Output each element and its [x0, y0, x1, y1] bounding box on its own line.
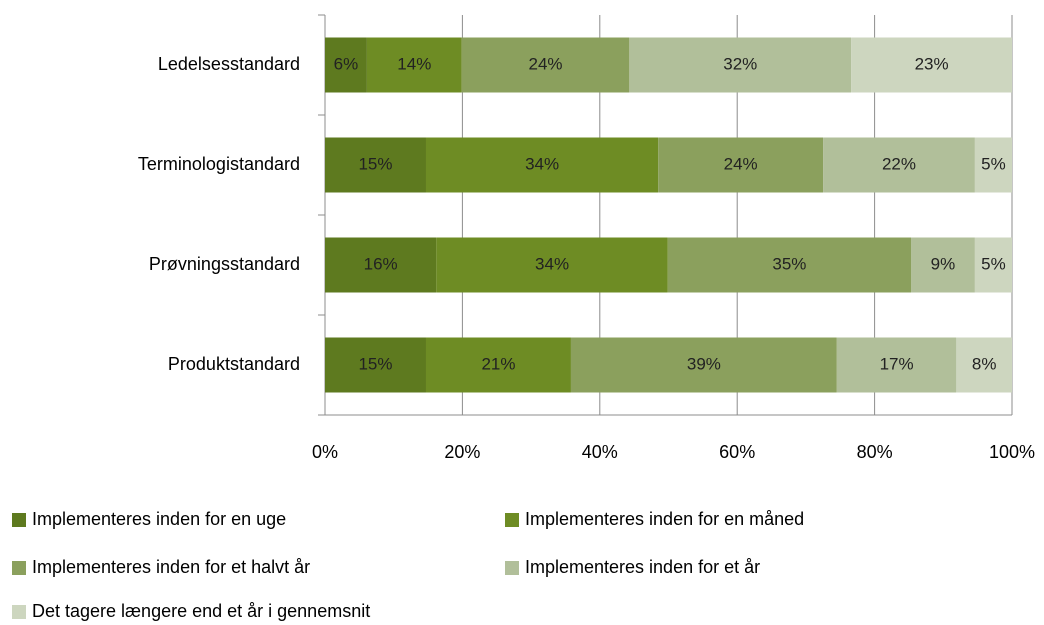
legend-label: Implementeres inden for et halvt år: [32, 557, 310, 577]
bar-segment: [974, 237, 1012, 293]
data-label: 22%: [882, 154, 916, 173]
bar-segment: [851, 37, 1012, 93]
bar-segment: [974, 137, 1012, 193]
bar-segment: [570, 337, 837, 393]
legend-label: Implementeres inden for et år: [525, 557, 760, 577]
bar-segment: [325, 37, 367, 93]
data-label: 24%: [529, 54, 563, 73]
data-label: 39%: [687, 354, 721, 373]
bar-segment: [911, 237, 975, 293]
y-tick-label: Produktstandard: [168, 354, 300, 374]
legend-swatch: [505, 561, 519, 575]
bar-segment: [425, 137, 659, 193]
x-tick-label: 100%: [989, 442, 1035, 462]
legend-swatch: [12, 605, 26, 619]
x-tick-label: 80%: [857, 442, 893, 462]
data-label: 16%: [364, 254, 398, 273]
data-label: 5%: [981, 154, 1006, 173]
bar-segment: [956, 337, 1012, 393]
bar-segment: [658, 137, 824, 193]
bar-segment: [667, 237, 912, 293]
data-label: 5%: [981, 254, 1006, 273]
x-tick-label: 20%: [444, 442, 480, 462]
bar-segment: [366, 37, 462, 93]
data-label: 6%: [334, 54, 359, 73]
data-label: 35%: [772, 254, 806, 273]
bar-segment: [325, 137, 426, 193]
x-tick-label: 0%: [312, 442, 338, 462]
legend-label: Implementeres inden for en måned: [525, 509, 804, 529]
bar-segment: [629, 37, 852, 93]
y-tick-label: Prøvningsstandard: [149, 254, 300, 274]
data-label: 34%: [525, 154, 559, 173]
data-label: 21%: [481, 354, 515, 373]
legend-label: Implementeres inden for en uge: [32, 509, 286, 529]
legend-label: Det tagere længere end et år i gennemsni…: [32, 601, 370, 621]
bar-segment: [425, 337, 571, 393]
bar-segment: [461, 37, 630, 93]
bar-segment: [436, 237, 668, 293]
data-label: 23%: [915, 54, 949, 73]
data-label: 17%: [880, 354, 914, 373]
legend-swatch: [12, 561, 26, 575]
y-tick-label: Terminologistandard: [138, 154, 300, 174]
legend-swatch: [505, 513, 519, 527]
data-label: 9%: [931, 254, 956, 273]
data-label: 15%: [358, 354, 392, 373]
x-tick-label: 60%: [719, 442, 755, 462]
data-label: 24%: [724, 154, 758, 173]
data-label: 14%: [397, 54, 431, 73]
data-label: 15%: [358, 154, 392, 173]
data-label: 32%: [723, 54, 757, 73]
legend-swatch: [12, 513, 26, 527]
bar-segment: [836, 337, 957, 393]
bar-segment: [325, 237, 437, 293]
x-tick-label: 40%: [582, 442, 618, 462]
data-label: 8%: [972, 354, 997, 373]
bar-segment: [823, 137, 975, 193]
y-tick-label: Ledelsesstandard: [158, 54, 300, 74]
data-label: 34%: [535, 254, 569, 273]
bar-segment: [325, 337, 426, 393]
